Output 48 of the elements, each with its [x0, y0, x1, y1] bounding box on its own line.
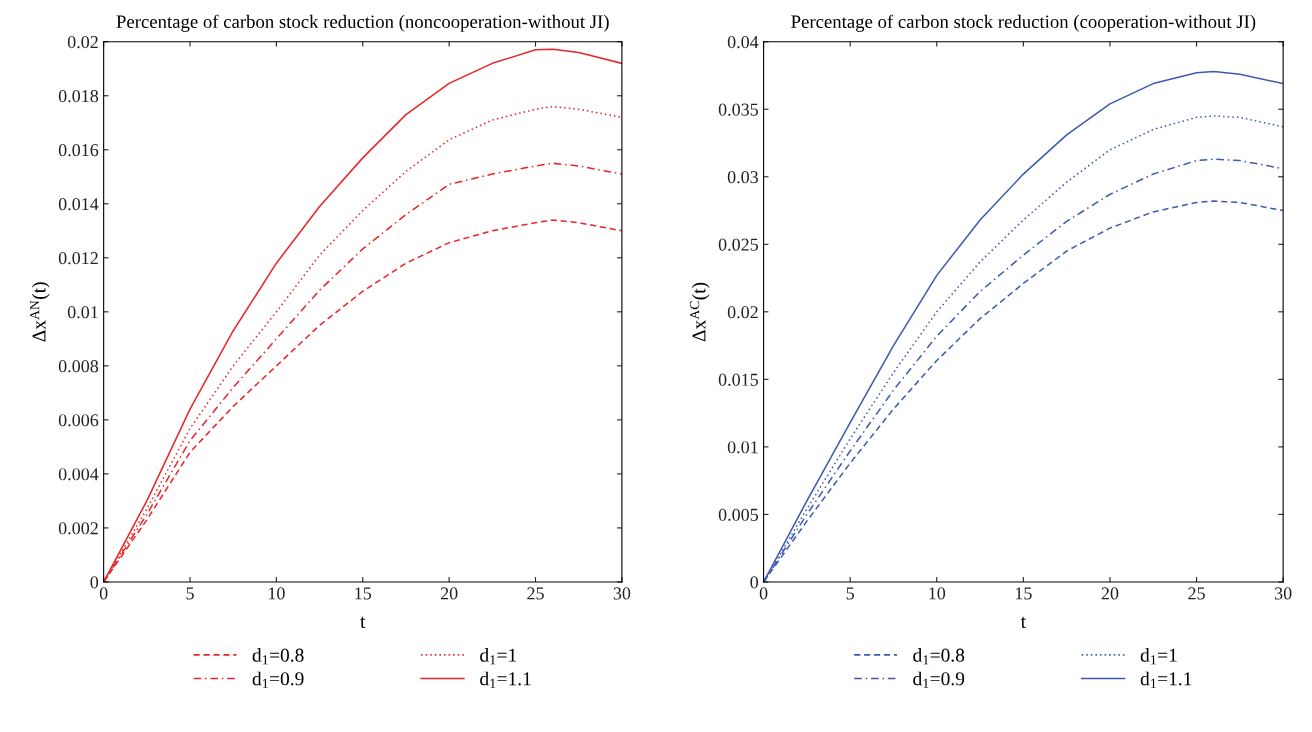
y-tick-label: 0.035: [718, 103, 759, 116]
y-tick-label: 0.02: [67, 35, 98, 49]
x-tick-label: 5: [186, 587, 194, 600]
y-tick-label: 0.01: [727, 441, 758, 454]
y-tick-label: 0.004: [58, 468, 99, 481]
x-tick-label: 0: [99, 587, 108, 600]
y-tick-label: 0.012: [58, 252, 98, 265]
y-tick-label: 0: [750, 576, 759, 589]
x-tick-label: 20: [1101, 587, 1119, 600]
y-tick-label: 0.005: [718, 508, 759, 521]
y-tick-label: 0: [90, 576, 99, 589]
y-tick-label: 0.01: [67, 306, 98, 319]
y-tick-label: 0.006: [58, 414, 99, 427]
x-tick-label: 10: [268, 587, 285, 600]
y-tick-label: 0.04: [727, 35, 759, 49]
y-tick-label: 0.03: [727, 171, 759, 184]
y-tick-label: 0.008: [58, 360, 99, 373]
x-axis-title: t: [1020, 616, 1026, 628]
y-tick-label: 0.018: [58, 90, 99, 103]
x-tick-label: 15: [1015, 587, 1032, 600]
legend-label: d$_{1}$=1: [480, 648, 517, 665]
chart-title: Percentage of carbon stock reduction (noncooperation-without JI): [116, 14, 609, 32]
legend-label: d$_{1}$=0.9: [252, 671, 304, 688]
x-tick-label: 5: [846, 587, 854, 600]
y-tick-label: 0.025: [718, 238, 759, 251]
legend-label: d$_{1}$=1.1: [480, 671, 531, 688]
x-tick-label: 25: [527, 587, 544, 600]
x-tick-label: 20: [440, 587, 458, 600]
legend-label: d$_{1}$=1.1: [1140, 671, 1192, 688]
x-tick-label: 10: [929, 587, 946, 600]
y-tick-label: 0.002: [58, 522, 98, 535]
x-axis-title: t: [360, 616, 366, 628]
legend-label: d$_{1}$=0.8: [913, 648, 965, 665]
x-tick-label: 15: [355, 587, 372, 600]
x-tick-label: 30: [613, 587, 631, 600]
x-tick-label: 25: [1188, 587, 1205, 600]
x-tick-label: 30: [1274, 587, 1292, 600]
y-tick-label: 0.016: [58, 144, 99, 157]
legend-label: d$_{1}$=0.9: [913, 671, 965, 688]
y-axis-title: Δx$^{AN}$(t): [30, 282, 50, 342]
legend-label: d$_{1}$=0.8: [252, 648, 304, 665]
y-tick-label: 0.014: [58, 198, 99, 211]
y-tick-label: 0.015: [718, 373, 759, 386]
legend-label: d$_{1}$=1: [1140, 648, 1177, 665]
y-axis-title: Δx$^{AC}$(t): [690, 282, 710, 342]
chart-title: Percentage of carbon stock reduction (cooperation-without JI): [791, 14, 1256, 32]
y-tick-label: 0.02: [727, 306, 758, 319]
x-tick-label: 0: [759, 587, 768, 600]
